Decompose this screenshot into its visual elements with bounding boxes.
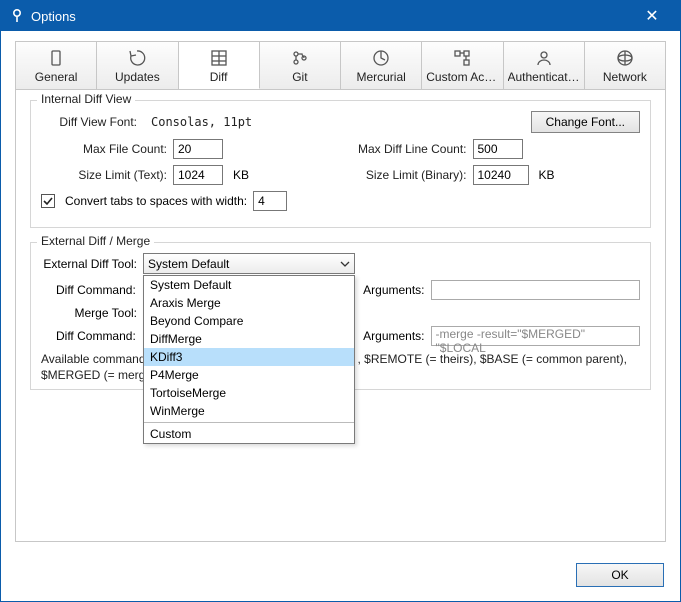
tab-label: Updates (101, 70, 173, 84)
tab-authentication[interactable]: Authentication (504, 42, 585, 89)
convert-tabs-width-input[interactable] (253, 191, 287, 211)
size-limit-binary-unit: KB (539, 168, 555, 182)
tab-custom-actions[interactable]: Custom Actions (422, 42, 503, 89)
max-diff-line-count-input[interactable] (473, 139, 523, 159)
tab-icon (452, 48, 472, 68)
merge-arguments-input[interactable]: -merge -result="$MERGED" "$LOCAL (431, 326, 640, 346)
size-limit-binary-label: Size Limit (Binary): (341, 168, 467, 182)
dropdown-option[interactable]: System Default (144, 276, 354, 294)
group-title-external: External Diff / Merge (37, 234, 154, 248)
external-diff-tool-combo[interactable]: System Default (143, 253, 355, 274)
tab-label: Network (589, 70, 661, 84)
tab-label: General (20, 70, 92, 84)
window-title: Options (31, 9, 632, 24)
options-window: Options ✕ General Updates Diff Git Mercurial… (0, 0, 681, 602)
diff-command-label-2: Diff Command: (41, 329, 136, 343)
tab-icon (46, 48, 66, 68)
tab-label: Git (264, 70, 336, 84)
tab-icon (290, 48, 310, 68)
tab-icon (615, 48, 635, 68)
group-title-internal: Internal Diff View (37, 92, 135, 106)
size-limit-text-unit: KB (233, 168, 249, 182)
diff-view-font-label: Diff View Font: (41, 115, 137, 129)
tabs-bar: General Updates Diff Git Mercurial Custom Act… (15, 41, 666, 90)
external-diff-tool-dropdown[interactable]: System DefaultAraxis MergeBeyond Compare… (143, 275, 355, 444)
change-font-button[interactable]: Change Font... (531, 111, 640, 133)
external-diff-group: External Diff / Merge External Diff Tool… (30, 242, 651, 390)
convert-tabs-label: Convert tabs to spaces with width: (65, 194, 247, 208)
dropdown-option[interactable]: Beyond Compare (144, 312, 354, 330)
content-area: General Updates Diff Git Mercurial Custom Act… (1, 31, 680, 553)
dropdown-option[interactable]: TortoiseMerge (144, 384, 354, 402)
tab-icon (371, 48, 391, 68)
tab-label: Diff (183, 70, 255, 84)
tab-mercurial[interactable]: Mercurial (341, 42, 422, 89)
chevron-down-icon (340, 258, 350, 272)
convert-tabs-checkbox[interactable] (41, 194, 55, 208)
dropdown-option-custom[interactable]: Custom (144, 425, 354, 443)
tab-icon (534, 48, 554, 68)
external-diff-tool-label: External Diff Tool: (41, 257, 137, 271)
dropdown-option[interactable]: DiffMerge (144, 330, 354, 348)
diff-view-font-value: Consolas, 11pt (143, 115, 525, 129)
max-file-count-input[interactable] (173, 139, 223, 159)
size-limit-binary-input[interactable] (473, 165, 529, 185)
tab-label: Authentication (508, 70, 580, 84)
internal-diff-group: Internal Diff View Diff View Font: Conso… (30, 100, 651, 228)
tab-icon (209, 48, 229, 68)
diff-command-label-1: Diff Command: (41, 283, 136, 297)
dropdown-option[interactable]: KDiff3 (144, 348, 354, 366)
arguments-label-2: Arguments: (363, 329, 424, 343)
external-diff-tool-value: System Default (148, 257, 229, 271)
tab-icon (127, 48, 147, 68)
max-file-count-label: Max File Count: (41, 142, 167, 156)
merge-tool-label: Merge Tool: (41, 306, 137, 320)
dropdown-separator (144, 422, 354, 423)
dropdown-option[interactable]: P4Merge (144, 366, 354, 384)
size-limit-text-input[interactable] (173, 165, 223, 185)
tab-general[interactable]: General (16, 42, 97, 89)
app-icon (9, 8, 25, 24)
tab-label: Custom Actions (426, 70, 498, 84)
tab-git[interactable]: Git (260, 42, 341, 89)
size-limit-text-label: Size Limit (Text): (41, 168, 167, 182)
max-diff-line-count-label: Max Diff Line Count: (341, 142, 467, 156)
diff-panel: Internal Diff View Diff View Font: Conso… (15, 90, 666, 542)
titlebar: Options ✕ (1, 1, 680, 31)
tab-updates[interactable]: Updates (97, 42, 178, 89)
dropdown-option[interactable]: Araxis Merge (144, 294, 354, 312)
tab-network[interactable]: Network (585, 42, 665, 89)
tab-diff[interactable]: Diff (179, 42, 260, 89)
dialog-footer: OK (1, 553, 680, 601)
dropdown-option[interactable]: WinMerge (144, 402, 354, 420)
arguments-label-1: Arguments: (363, 283, 424, 297)
diff-arguments-input[interactable] (431, 280, 640, 300)
ok-button[interactable]: OK (576, 563, 664, 587)
tab-label: Mercurial (345, 70, 417, 84)
close-icon[interactable]: ✕ (632, 6, 672, 26)
